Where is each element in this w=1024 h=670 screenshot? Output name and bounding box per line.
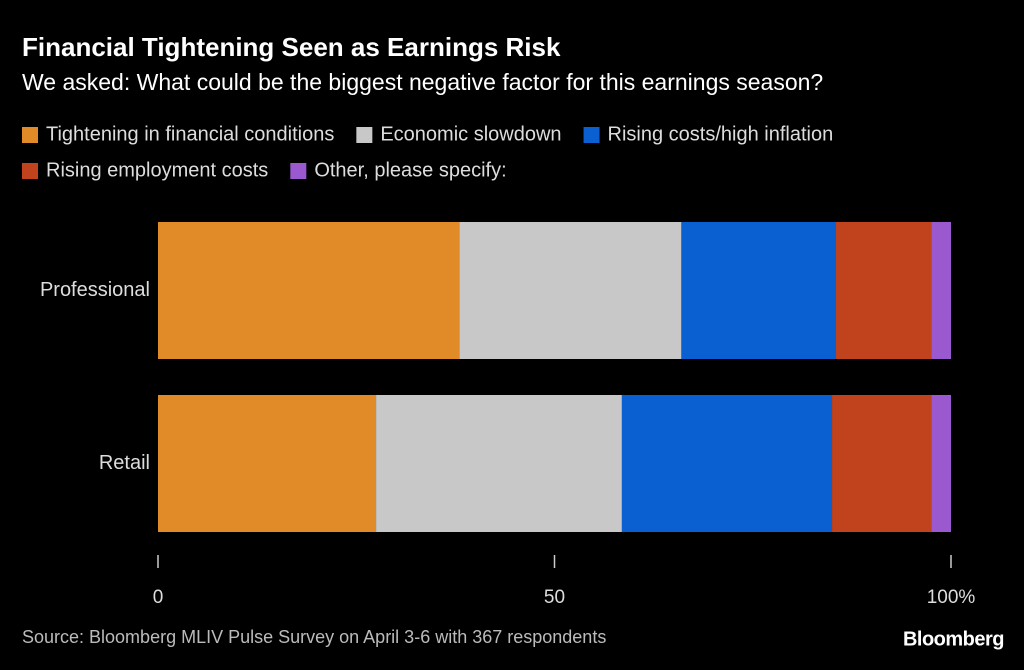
x-tick-label: 100% xyxy=(927,587,976,608)
bar-segment xyxy=(832,395,932,532)
legend-label: Tightening in financial conditions xyxy=(46,123,334,145)
bar-segment xyxy=(931,395,951,532)
legend-swatch xyxy=(356,127,373,143)
legend-label: Economic slowdown xyxy=(380,123,561,145)
bar-segment xyxy=(621,395,833,532)
bar-segment xyxy=(459,222,682,359)
bar-segment xyxy=(931,222,951,359)
bar-segment xyxy=(376,395,622,532)
x-tick-label: 0 xyxy=(153,587,164,608)
y-tick-label: Professional xyxy=(40,279,150,301)
legend-swatch xyxy=(22,163,38,179)
legend-label: Rising employment costs xyxy=(46,159,268,181)
bar-segment xyxy=(158,395,377,532)
legend-label: Rising costs/high inflation xyxy=(608,123,834,145)
legend-swatch xyxy=(583,127,600,143)
chart-title: Financial Tightening Seen as Earnings Ri… xyxy=(22,32,561,62)
chart-subtitle: We asked: What could be the biggest nega… xyxy=(22,69,823,95)
brand-logo: Bloomberg xyxy=(903,628,1004,650)
legend-label: Other, please specify: xyxy=(314,159,506,181)
bar-segment xyxy=(158,222,460,359)
bar-segment xyxy=(681,222,837,359)
x-tick-label: 50 xyxy=(544,587,565,608)
bar-segment xyxy=(836,222,932,359)
y-tick-label: Retail xyxy=(99,452,150,474)
source-note: Source: Bloomberg MLIV Pulse Survey on A… xyxy=(22,627,606,647)
legend-swatch xyxy=(290,163,307,179)
legend-swatch xyxy=(22,127,38,143)
